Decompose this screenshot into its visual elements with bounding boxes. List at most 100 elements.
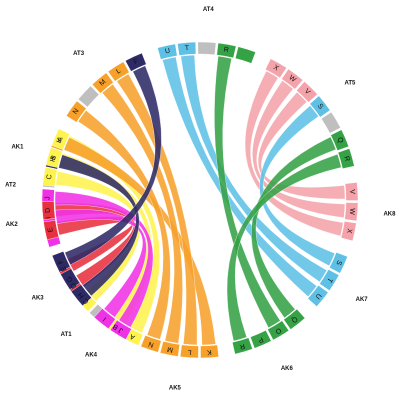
link-at5-q-to-ak6-q <box>251 136 337 319</box>
sector-label-ak7: AK7 <box>356 297 369 303</box>
ring-segment-at4-u <box>157 43 178 60</box>
sector-label-at5: AT5 <box>344 80 356 86</box>
ring-segment-at5-q <box>330 129 349 151</box>
ring-segment-ak2-d <box>41 201 56 221</box>
ring-segment-ak4-j <box>110 319 132 340</box>
link-at5-r-to-ak6-r <box>226 154 342 342</box>
link-at4-r-to-ak6-o <box>214 55 281 329</box>
ring-segment-ak8-v <box>344 182 359 201</box>
ring-segment-at3-blank-1 <box>77 85 100 108</box>
ring-segment-at5-w <box>281 68 304 90</box>
segment-label-at4-u: U <box>164 48 170 56</box>
ring-segment-ak7-s <box>329 252 348 274</box>
ring-segment-at5-r <box>337 148 355 169</box>
ring-segment-ak3-g <box>60 268 81 290</box>
segment-label-ak8-v: V <box>348 189 355 194</box>
ring-segment-ak3-f <box>51 251 71 273</box>
sector-label-ak1: AK1 <box>11 144 24 150</box>
ring-segment-at5-v <box>296 81 318 103</box>
ring-segment-at5-x <box>265 58 287 79</box>
ring-segment-ak4-i <box>93 308 116 330</box>
link-at3-n-to-ak5-n <box>77 110 171 340</box>
segment-label-ak3-g: G <box>66 275 75 283</box>
ring-segment-ak1-b <box>45 147 63 168</box>
segment-label-at4-t: T <box>185 45 191 52</box>
segment-label-at1-b: B <box>112 322 120 331</box>
ring-segment-at4-blank-2 <box>197 41 217 55</box>
sector-label-at1: AT1 <box>61 332 73 338</box>
link-at3-m-to-ak5-m <box>101 83 183 344</box>
ring-segment-at4-t <box>177 41 197 56</box>
ring-segment-at3-m <box>91 72 114 94</box>
segment-label-at2-j: J <box>44 196 51 200</box>
link-at5-v-to-ak8-v <box>258 91 346 200</box>
links-layer <box>54 54 346 346</box>
segment-label-at4-r: R <box>223 46 229 54</box>
ring-segment-ak5-l <box>179 344 199 359</box>
ring-segment-at3-f <box>125 52 147 72</box>
segment-label-ak1-b: B <box>50 154 58 161</box>
segment-label-at5-x: X <box>272 64 280 73</box>
segment-label-ak7-t: T <box>325 276 334 284</box>
segment-label-ak5-m: M <box>167 345 174 353</box>
segment-label-at5-v: V <box>303 88 311 96</box>
ring-segment-at4-r <box>216 42 237 59</box>
ring-segment-ak1-a <box>51 128 70 150</box>
segment-label-ak5-l: L <box>187 348 191 355</box>
segment-label-ak6-q: Q <box>289 315 298 324</box>
sector-label-at4: AT4 <box>203 7 215 13</box>
ring-segment-ak8-x <box>340 221 357 242</box>
segment-label-at2-h: H <box>49 156 57 163</box>
ring-segment-ak6-o <box>267 320 290 341</box>
ring-segment-ak5-k <box>200 344 219 359</box>
ring-segment-ak6-q <box>283 308 306 330</box>
segment-label-ak5-n: N <box>148 340 155 348</box>
segment-label-at1-d: D <box>70 281 79 289</box>
segment-label-at2-i: I <box>45 216 52 219</box>
ring-segment-at3-n <box>66 100 87 123</box>
sector-label-ak4: AK4 <box>85 353 98 359</box>
ring-segment-ak2-e <box>43 220 59 241</box>
segment-label-ak1-a: A <box>56 136 64 143</box>
segment-label-ak4-j: J <box>118 326 125 334</box>
ring-segment-ak6-r <box>232 337 253 355</box>
ring-segment-ak5-n <box>140 335 162 353</box>
link-at4-u-to-ak7-u <box>162 56 317 297</box>
ring-segment-ak7-u <box>307 285 329 307</box>
segment-label-ak6-p: P <box>257 335 264 343</box>
ring-segment-at4-blank-4 <box>235 46 256 64</box>
sector-label-at2: AT2 <box>5 182 17 188</box>
sector-label-ak6: AK6 <box>281 366 294 372</box>
segment-label-at5-w: W <box>287 74 297 84</box>
segment-label-ak6-o: O <box>273 326 282 335</box>
ring-segment-at3-l <box>107 61 130 82</box>
sector-label-ak8: AK8 <box>383 211 396 217</box>
segment-label-ak5-k: K <box>206 348 211 355</box>
sector-label-ak2: AK2 <box>6 222 19 228</box>
segment-label-at2-k: K <box>56 137 64 144</box>
segment-label-ak3-h: H <box>77 291 86 299</box>
segment-label-at5-s: S <box>316 103 325 111</box>
segment-label-ak2-e: E <box>47 226 55 232</box>
sector-label-ak3: AK3 <box>32 296 45 302</box>
segment-label-ak7-s: S <box>334 259 342 266</box>
ring-segment-at5-s <box>309 95 331 118</box>
segment-label-at1-e: E <box>60 264 69 272</box>
segment-label-ak8-x: X <box>345 228 353 234</box>
ring-segment-ak5-m <box>159 341 180 357</box>
segment-label-ak8-w: W <box>348 208 356 216</box>
segment-label-at5-q: Q <box>336 136 345 144</box>
link-at3-l-to-ak5-l <box>116 73 198 346</box>
segment-label-at5-r: R <box>342 155 350 162</box>
ring-segment-ak1-c <box>42 166 58 187</box>
link-at5-s-to-ak7-s <box>259 105 336 267</box>
segment-label-at3-l: L <box>115 67 122 75</box>
ring-segment-at5-blank-4 <box>321 111 341 134</box>
ring-segment-ak3-h <box>70 284 92 307</box>
ring-segment-ak7-t <box>319 269 340 291</box>
segment-label-at1-c: C <box>82 297 91 305</box>
sector-label-at3: AT3 <box>73 51 85 57</box>
link-at2-h-to-ak3-h <box>58 154 140 297</box>
